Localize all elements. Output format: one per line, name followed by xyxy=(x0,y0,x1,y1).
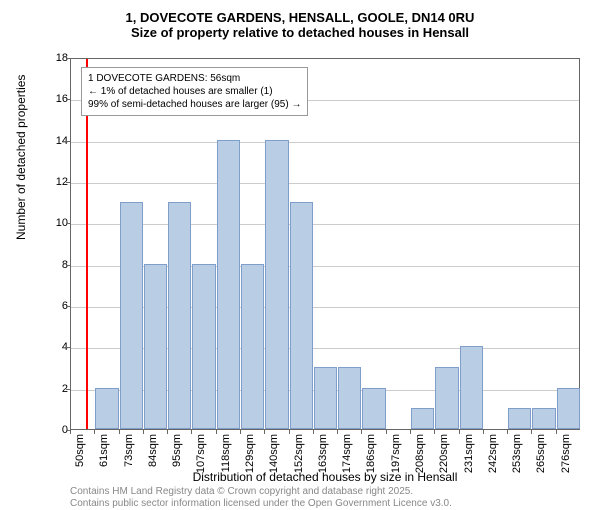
y-tick-mark xyxy=(66,265,70,266)
x-tick-mark xyxy=(337,430,338,434)
histogram-bar xyxy=(241,264,264,429)
x-tick-mark xyxy=(483,430,484,434)
y-tick-mark xyxy=(66,182,70,183)
x-tick-mark xyxy=(119,430,120,434)
x-tick-mark xyxy=(507,430,508,434)
histogram-bar xyxy=(168,202,191,429)
grid-line xyxy=(71,142,579,143)
histogram-bar xyxy=(338,367,361,429)
x-tick-mark xyxy=(459,430,460,434)
footer-attribution: Contains HM Land Registry data © Crown c… xyxy=(70,486,452,510)
histogram-bar xyxy=(217,140,240,429)
histogram-bar xyxy=(120,202,143,429)
x-tick-mark xyxy=(143,430,144,434)
histogram-bar xyxy=(508,408,531,429)
info-line2: ← 1% of detached houses are smaller (1) xyxy=(88,85,301,98)
histogram-bar xyxy=(95,388,118,429)
footer-line1: Contains HM Land Registry data © Crown c… xyxy=(70,486,452,498)
histogram-bar xyxy=(460,346,483,429)
chart-title-line2: Size of property relative to detached ho… xyxy=(0,25,600,40)
x-tick-mark xyxy=(313,430,314,434)
info-line1: 1 DOVECOTE GARDENS: 56sqm xyxy=(88,72,301,85)
histogram-bar xyxy=(314,367,337,429)
y-tick-mark xyxy=(66,223,70,224)
x-tick-mark xyxy=(264,430,265,434)
y-tick-mark xyxy=(66,306,70,307)
histogram-bar xyxy=(411,408,434,429)
x-tick-mark xyxy=(434,430,435,434)
x-tick-mark xyxy=(556,430,557,434)
info-box: 1 DOVECOTE GARDENS: 56sqm ← 1% of detach… xyxy=(81,67,308,116)
y-axis-label: Number of detached properties xyxy=(14,75,28,240)
y-tick-mark xyxy=(66,347,70,348)
x-tick-mark xyxy=(410,430,411,434)
histogram-bar xyxy=(532,408,555,429)
histogram-bar xyxy=(290,202,313,429)
x-tick-mark xyxy=(386,430,387,434)
y-tick-mark xyxy=(66,141,70,142)
x-tick-mark xyxy=(361,430,362,434)
histogram-bar xyxy=(362,388,385,429)
histogram-bar xyxy=(265,140,288,429)
info-line3: 99% of semi-detached houses are larger (… xyxy=(88,98,301,111)
x-tick-mark xyxy=(191,430,192,434)
histogram-bar xyxy=(192,264,215,429)
histogram-chart: 1, DOVECOTE GARDENS, HENSALL, GOOLE, DN1… xyxy=(0,10,600,510)
x-tick-mark xyxy=(70,430,71,434)
y-tick-mark xyxy=(66,99,70,100)
x-tick-mark xyxy=(289,430,290,434)
x-axis-label: Distribution of detached houses by size … xyxy=(70,470,580,484)
histogram-bar xyxy=(557,388,580,429)
x-tick-mark xyxy=(167,430,168,434)
plot-area: 1 DOVECOTE GARDENS: 56sqm ← 1% of detach… xyxy=(70,58,580,430)
y-tick-mark xyxy=(66,389,70,390)
x-tick-mark xyxy=(216,430,217,434)
grid-line xyxy=(71,224,579,225)
histogram-bar xyxy=(435,367,458,429)
y-tick-mark xyxy=(66,58,70,59)
histogram-bar xyxy=(144,264,167,429)
x-tick-mark xyxy=(94,430,95,434)
x-tick-mark xyxy=(240,430,241,434)
chart-title-line1: 1, DOVECOTE GARDENS, HENSALL, GOOLE, DN1… xyxy=(0,10,600,25)
grid-line xyxy=(71,183,579,184)
x-tick-mark xyxy=(531,430,532,434)
